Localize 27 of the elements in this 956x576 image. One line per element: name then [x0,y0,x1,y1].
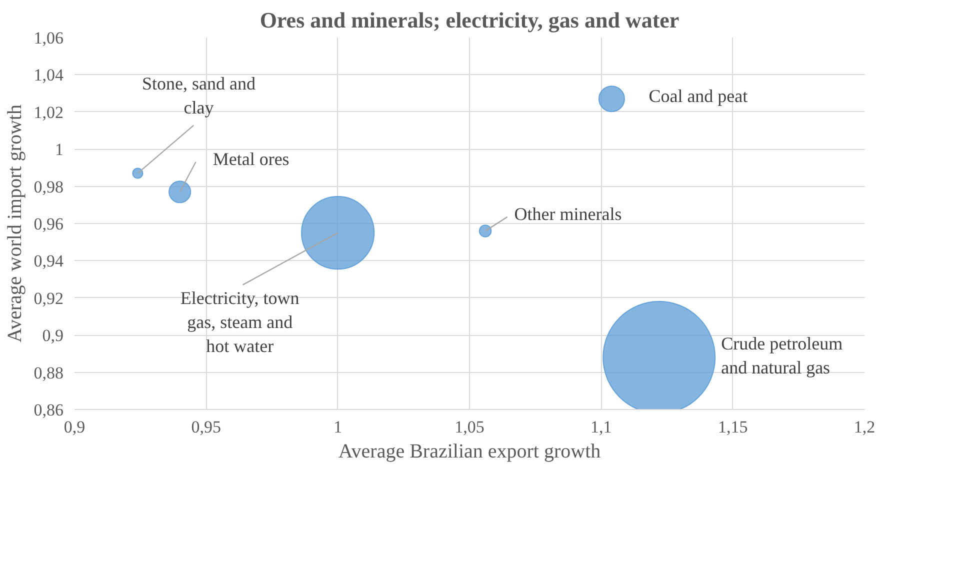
x-tick-label: 1 [334,418,342,436]
y-tick-label: 0,94 [34,252,64,271]
x-tick-label: 1,1 [590,418,612,436]
y-tick-label: 1,04 [34,66,64,85]
x-tick-label: 1,05 [454,418,484,436]
chart-title: Ores and minerals; electricity, gas and water [260,8,680,32]
series-label: Other minerals [514,204,622,224]
text: Stone, sand and clay [142,73,256,118]
x-tick-label: 0,9 [64,418,86,436]
x-axis-title: Average Brazilian export growth [338,440,601,462]
series-label: Electricity, town gas, steam and hot water [180,288,300,356]
y-axis-title: Average world import growth [4,104,26,342]
y-tick-label: 0,92 [34,288,64,308]
y-tick-label: 1,06 [34,28,64,48]
x-tick-label: 1,15 [718,418,748,436]
series-label: Metal ores [212,148,290,169]
y-tick-label: 1 [55,140,64,160]
y-tick-label: 0,9 [42,326,64,346]
x-tick-label: 1,2 [854,418,876,436]
y-tick-label: 0,88 [34,363,64,382]
series-label: Coal and peat [648,86,748,106]
y-tick-label: 0,86 [34,400,64,420]
x-tick-label: 0,95 [191,418,222,436]
series-label: Crude petroleum and natural gas [721,333,843,378]
y-tick-label: 0,96 [34,214,64,234]
y-tick-label: 1,02 [34,102,64,122]
y-tick-label: 0,98 [34,177,64,196]
